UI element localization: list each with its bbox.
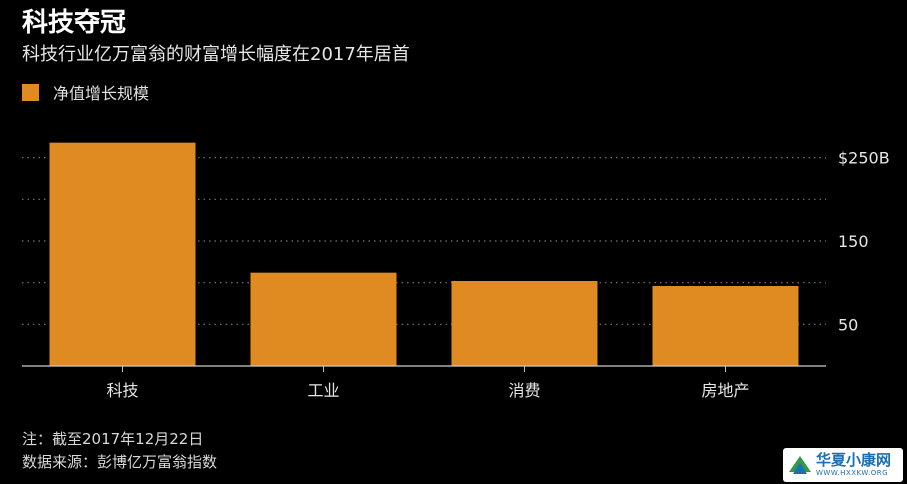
- legend: 净值增长规模: [22, 80, 149, 104]
- leaf-logo-icon: [789, 456, 811, 474]
- footnote-source: 数据来源：彭博亿万富翁指数: [22, 453, 218, 471]
- y-tick-label: $250B: [838, 149, 890, 168]
- chart-subtitle: 科技行业亿万富翁的财富增长幅度在2017年居首: [22, 44, 410, 65]
- x-tick-label: 科技: [106, 381, 138, 400]
- watermark-name: 华夏小康网: [816, 451, 892, 469]
- watermark-url: WWW.HXXKW.ORG: [816, 469, 889, 477]
- y-tick-label: 50: [838, 315, 858, 334]
- bar: [451, 281, 598, 366]
- bar: [49, 142, 196, 366]
- chart-title: 科技夺冠: [22, 8, 127, 38]
- bar: [652, 286, 799, 366]
- x-tick-label: 消费: [508, 381, 540, 400]
- legend-label: 净值增长规模: [53, 84, 150, 103]
- x-tick-label: 工业: [307, 381, 339, 400]
- x-tick-label: 房地产: [701, 381, 749, 400]
- legend-swatch: [22, 83, 39, 101]
- y-tick-label: 150: [838, 232, 869, 251]
- footnote-date: 注：截至2017年12月22日: [22, 430, 204, 448]
- bar: [250, 272, 397, 366]
- watermark: 华夏小康网 WWW.HXXKW.ORG: [783, 448, 903, 482]
